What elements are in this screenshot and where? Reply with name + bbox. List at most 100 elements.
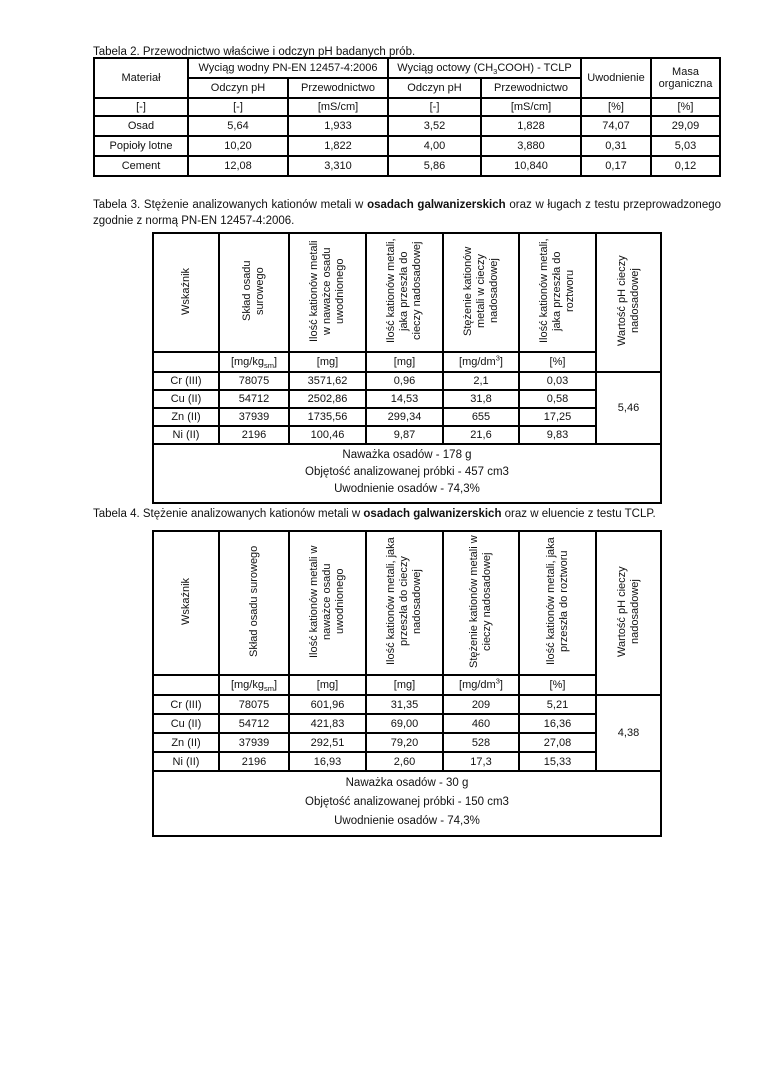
- data-cell: 421,83: [288, 713, 367, 734]
- col-header-group-wyciag-wodny: Wyciąg wodny PN-EN 12457-4:2006: [187, 57, 389, 79]
- data-cell: 100,46: [288, 425, 367, 445]
- data-cell: 0,17: [580, 155, 652, 177]
- col-header-wskaznik: Wskaźnik: [152, 232, 220, 353]
- data-cell: 209: [442, 694, 520, 715]
- caption-text: Tabela 4. Stężenie analizowanych kationó…: [93, 508, 364, 520]
- unit-superscript: 3: [495, 353, 500, 363]
- col-header-stezenie: Stężenie kationów metali w cieczy nadosa…: [442, 232, 520, 353]
- col-header-sklad-osadu: Skład osadu surowego: [218, 232, 290, 353]
- data-cell: 0,12: [650, 155, 721, 177]
- unit-superscript: 3: [495, 676, 500, 686]
- unit-cell: [%]: [518, 674, 597, 696]
- data-cell: 3,310: [287, 155, 389, 177]
- data-cell: 5,86: [387, 155, 482, 177]
- table-footer: Naważka osadów - 178 g Objętość analizow…: [152, 443, 662, 504]
- data-cell: 74,07: [580, 115, 652, 137]
- data-cell: 0,03: [518, 371, 597, 391]
- unit-cell: [-]: [93, 97, 189, 117]
- unit-subscript: sm: [263, 361, 274, 371]
- col-header-ilosc-nawazka: Ilość kationów metali w naważce osadu uw…: [288, 232, 367, 353]
- unit-cell: [mS/cm]: [287, 97, 389, 117]
- unit-cell: [mg/dm3]: [442, 351, 520, 373]
- col-header-odczyn-ph: Odczyn pH: [187, 77, 289, 99]
- col-header-text: Wskaźnik: [179, 577, 192, 626]
- col-header-ilosc-roztwor: Ilość kationów metali, jaka przeszła do …: [518, 530, 597, 676]
- unit-cell: [-]: [187, 97, 289, 117]
- col-header-text: Ilość kationów metali, jaka przeszła do …: [385, 537, 423, 666]
- col-header-text: Wartość pH cieczy nadosadowej: [615, 255, 641, 347]
- unit-cell: [%]: [518, 351, 597, 373]
- data-cell: 9,83: [518, 425, 597, 445]
- col-header-text: Ilość kationów metali w naważce osadu uw…: [308, 240, 346, 342]
- unit-text: ]: [273, 679, 278, 691]
- table-row: [mg/kgsm] [mg] [mg] [mg/dm3] [%]: [152, 674, 661, 696]
- data-cell: 601,96: [288, 694, 367, 715]
- caption-bold-text: osadach galwanizerskich: [363, 508, 502, 520]
- unit-cell: [mg]: [365, 674, 444, 696]
- data-cell: 1,933: [287, 115, 389, 137]
- col-header-text: Ilość kationów metali w naważce osadu uw…: [308, 545, 346, 658]
- data-cell: 31,8: [442, 389, 520, 409]
- table-row: Ni (II) 2196 16,93 2,60 17,3 15,33: [152, 751, 661, 772]
- data-cell: 79,20: [365, 732, 444, 753]
- data-cell: 2196: [218, 425, 290, 445]
- table-row: [mg/kgsm] [mg] [mg] [mg/dm3] [%]: [152, 351, 661, 373]
- tabela2-table: Materiał Wyciąg wodny PN-EN 12457-4:2006…: [93, 57, 721, 177]
- group2-text: COOH) - TCLP: [497, 62, 572, 74]
- data-cell: 292,51: [288, 732, 367, 753]
- unit-text: [mg/kg: [230, 679, 264, 691]
- footer-line: Naważka osadów - 178 g: [342, 449, 472, 461]
- col-header-text: Ilość kationów metali, jaka przeszła do …: [538, 238, 576, 344]
- table-row: [-] [-] [mS/cm] [-] [mS/cm] [%] [%]: [93, 97, 721, 117]
- data-cell: 0,58: [518, 389, 597, 409]
- col-header-text: Stężenie kationów metali w cieczy nadosa…: [461, 246, 500, 336]
- table-footer: Naważka osadów - 30 g Objętość analizowa…: [152, 770, 662, 837]
- caption-text: oraz w eluencie z testu TCLP.: [501, 508, 656, 520]
- data-cell: 10,840: [480, 155, 582, 177]
- unit-cell: [-]: [387, 97, 482, 117]
- tabela2-caption: Tabela 2. Przewodnictwo właściwe i odczy…: [93, 46, 416, 58]
- unit-cell: [152, 351, 220, 373]
- table-row: Wskaźnik Skład osadu surowego Ilość kati…: [152, 530, 662, 696]
- data-cell: 655: [442, 407, 520, 427]
- col-header-przewodnictwo: Przewodnictwo: [480, 77, 582, 99]
- col-header-przewodnictwo: Przewodnictwo: [287, 77, 389, 99]
- col-header-sklad-osadu: Skład osadu surowego: [218, 530, 290, 676]
- data-cell: 54712: [218, 389, 290, 409]
- data-cell: 0,31: [580, 135, 652, 157]
- data-cell: 3,880: [480, 135, 582, 157]
- col-header-masa-organiczna: Masa organiczna: [650, 57, 721, 99]
- caption-bold-text: osadach galwanizerskich: [367, 199, 506, 211]
- data-cell: 21,6: [442, 425, 520, 445]
- unit-text: ]: [499, 356, 503, 368]
- table-row: Zn (II) 37939 1735,56 299,34 655 17,25: [152, 407, 661, 427]
- unit-cell: [152, 674, 220, 696]
- table-row: Odczyn pH Przewodnictwo Odczyn pH Przewo…: [94, 77, 720, 99]
- footer-line: Uwodnienie osadów - 74,3%: [334, 483, 480, 495]
- unit-cell: [mg]: [365, 351, 444, 373]
- row-label: Popioły lotne: [93, 135, 189, 157]
- data-cell: 9,87: [365, 425, 444, 445]
- unit-text: ]: [273, 356, 278, 368]
- col-header-stezenie: Stężenie kationów metali w cieczy nadosa…: [442, 530, 520, 676]
- col-header-text: Stężenie kationów metali w cieczy nadosa…: [468, 535, 493, 668]
- tabela4-caption: Tabela 4. Stężenie analizowanych kationó…: [93, 506, 721, 522]
- data-cell: 16,93: [288, 751, 367, 772]
- col-header-material: Materiał: [93, 57, 189, 99]
- table-row: Naważka osadów - 178 g Objętość analizow…: [152, 443, 662, 504]
- col-header-text: Skład osadu surowego: [247, 545, 260, 658]
- data-cell: 1,822: [287, 135, 389, 157]
- data-cell: 1,828: [480, 115, 582, 137]
- col-header-wskaznik: Wskaźnik: [152, 530, 220, 676]
- col-header-ilosc-nawazka: Ilość kationów metali w naważce osadu uw…: [288, 530, 367, 676]
- data-cell: 5,21: [518, 694, 597, 715]
- ph-value-cell: 4,38: [595, 694, 662, 772]
- data-cell: 37939: [218, 732, 290, 753]
- tabela3-table: Wskaźnik Skład osadu surowego Ilość kati…: [152, 232, 662, 504]
- data-cell: 17,3: [442, 751, 520, 772]
- unit-text: ]: [499, 679, 503, 691]
- data-cell: 2196: [218, 751, 290, 772]
- col-header-text: Ilość kationów metali, jaka przeszła do …: [385, 238, 423, 344]
- row-label: Cr (III): [152, 371, 220, 391]
